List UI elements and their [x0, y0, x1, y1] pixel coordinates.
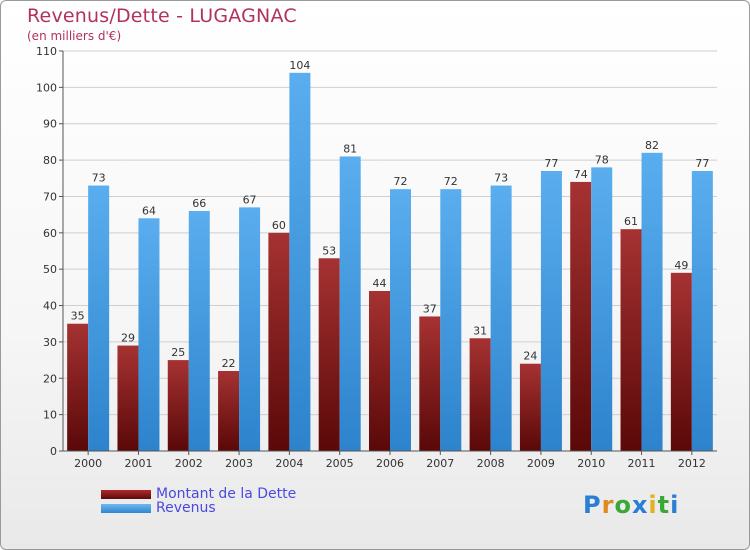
bar-revenus	[188, 211, 210, 451]
y-tick-label: 0	[50, 445, 57, 458]
x-tick-label: 2002	[175, 457, 203, 470]
y-tick-label: 60	[43, 227, 57, 240]
y-tick-label: 50	[43, 263, 57, 276]
bar-revenus	[540, 171, 562, 451]
x-tick-label: 2001	[124, 457, 152, 470]
bar-dette	[218, 371, 240, 451]
y-tick-label: 20	[43, 372, 57, 385]
bar-revenus	[289, 72, 311, 452]
x-tick-label: 2011	[628, 457, 656, 470]
x-tick-label: 2007	[426, 457, 454, 470]
bar-revenus	[88, 185, 110, 451]
logo-letter: P	[583, 491, 602, 519]
bar-revenus	[591, 167, 613, 451]
y-axis-ticks: 0 10 20 30 40 50 60 70 80 90 100 110	[36, 45, 63, 458]
bar-revenus	[239, 207, 261, 451]
data-label: 72	[444, 175, 458, 188]
legend-label-dette: Montant de la Dette	[156, 486, 297, 502]
proxiti-logo: Proxiti	[583, 491, 679, 519]
legend-swatch-dette	[101, 490, 151, 499]
bar-revenus	[641, 152, 663, 451]
data-label: 77	[544, 157, 558, 170]
data-label: 73	[92, 172, 106, 185]
bar-dette	[268, 232, 290, 451]
bar-dette	[369, 291, 390, 451]
logo-letter: t	[657, 491, 671, 519]
logo-letter: i	[648, 491, 658, 519]
y-tick-label: 10	[43, 409, 57, 422]
legend-label-revenus: Revenus	[156, 500, 216, 516]
data-label: 60	[272, 219, 286, 232]
chart-title: Revenus/Dette - LUGAGNAC	[27, 5, 297, 27]
bar-dette	[419, 316, 441, 451]
bar-dette	[570, 181, 592, 451]
bars	[67, 72, 713, 452]
data-label: 25	[171, 346, 185, 359]
bar-revenus	[390, 189, 411, 451]
x-tick-label: 2003	[225, 457, 253, 470]
bar-revenus	[490, 185, 512, 451]
data-label: 61	[624, 215, 638, 228]
bar-dette	[620, 229, 642, 451]
y-tick-label: 30	[43, 336, 57, 349]
data-label: 49	[674, 259, 688, 272]
x-tick-label: 2010	[577, 457, 605, 470]
data-label: 24	[523, 350, 537, 363]
bar-dette	[670, 272, 692, 451]
data-label: 67	[243, 193, 257, 206]
bar-revenus	[138, 218, 160, 451]
y-tick-label: 40	[43, 300, 57, 313]
y-tick-label: 80	[43, 154, 57, 167]
bar-dette	[117, 345, 139, 451]
logo-letter: x	[631, 491, 649, 519]
bar-revenus	[440, 189, 462, 451]
data-label: 104	[289, 59, 310, 72]
data-label: 64	[142, 204, 156, 217]
y-tick-label: 70	[43, 190, 57, 203]
logo-letter: r	[601, 491, 615, 519]
bar-dette	[167, 360, 189, 451]
data-label: 72	[394, 175, 408, 188]
x-tick-label: 2009	[527, 457, 555, 470]
data-label: 77	[695, 157, 709, 170]
data-label: 53	[322, 244, 336, 257]
bar-revenus	[691, 171, 713, 451]
data-label: 22	[222, 357, 236, 370]
bar-dette	[519, 363, 541, 451]
data-label: 82	[645, 139, 659, 152]
x-tick-label: 2004	[275, 457, 303, 470]
data-label: 74	[574, 168, 588, 181]
bar-revenus	[339, 156, 361, 452]
x-axis-ticks: 2000 2001 2002 2003 2004 2005 2006 2007 2008 2009…	[74, 451, 706, 470]
legend-swatch-revenus	[101, 504, 151, 513]
data-label: 81	[343, 142, 357, 155]
x-tick-label: 2000	[74, 457, 102, 470]
x-tick-label: 2008	[477, 457, 505, 470]
y-tick-label: 90	[43, 118, 57, 131]
y-tick-label: 110	[36, 45, 57, 58]
bar-dette	[67, 323, 89, 451]
data-label: 66	[192, 197, 206, 210]
data-label: 73	[494, 172, 508, 185]
data-label: 37	[423, 302, 437, 315]
x-tick-label: 2012	[678, 457, 706, 470]
bar-dette	[469, 338, 491, 451]
data-label: 31	[473, 324, 487, 337]
logo-letter: o	[614, 491, 632, 519]
data-labels: 35 73 29 64 25 66 22 67 60 104 53 81 44 72 37 72 31 73 24 7…	[71, 59, 710, 370]
y-tick-label: 100	[36, 81, 57, 94]
logo-letter: i	[670, 491, 680, 519]
data-label: 44	[373, 277, 387, 290]
chart-subtitle: (en milliers d'€)	[27, 29, 122, 43]
data-label: 78	[595, 153, 609, 166]
bar-dette	[318, 258, 340, 451]
x-tick-label: 2005	[326, 457, 354, 470]
data-label: 29	[121, 332, 135, 345]
data-label: 35	[71, 310, 85, 323]
x-tick-label: 2006	[376, 457, 404, 470]
